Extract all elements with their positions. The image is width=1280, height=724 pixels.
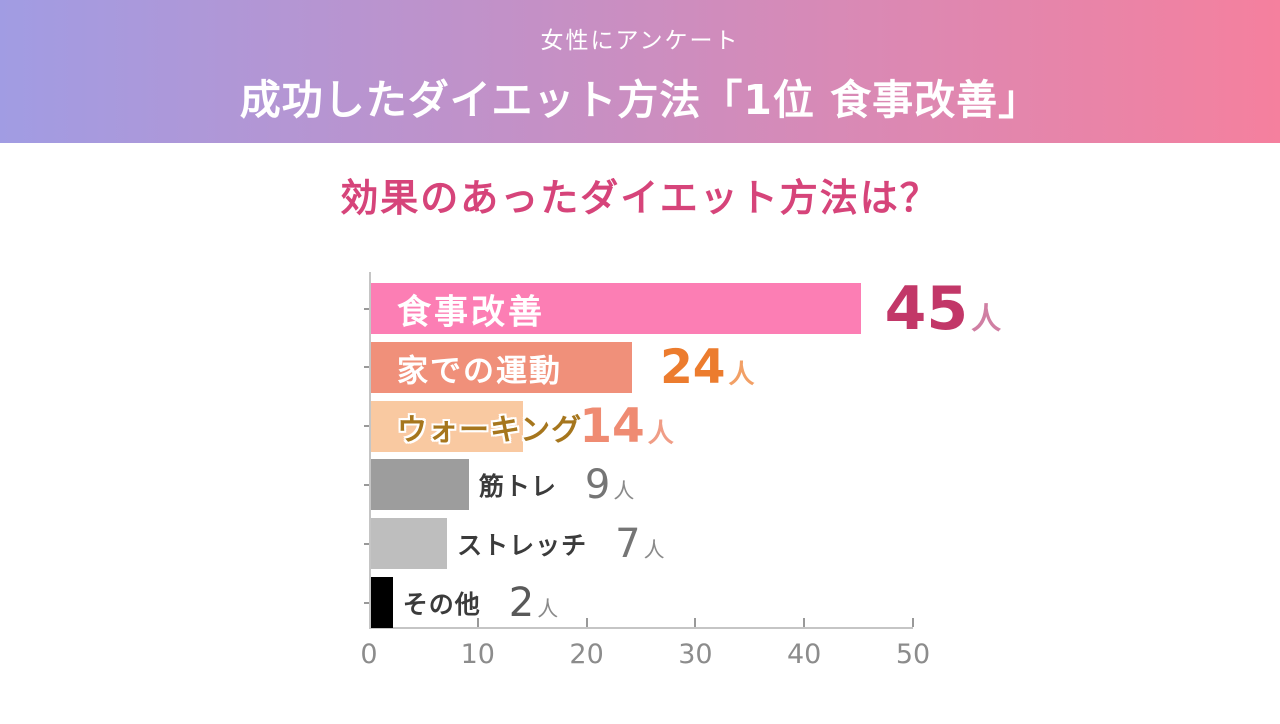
bar [371, 518, 448, 569]
value-number: 24 [660, 340, 726, 395]
y-axis-line [369, 272, 371, 629]
bar-row: 家での運動 24 人 [371, 340, 755, 395]
bar-label: ストレッチ [457, 530, 588, 560]
bar-label: その他 [402, 589, 481, 619]
x-axis-tick [912, 618, 914, 627]
value-number: 7 [615, 520, 641, 567]
x-axis-tick-label: 40 [787, 639, 822, 670]
value-number: 14 [579, 399, 645, 454]
bar [371, 342, 633, 393]
value-unit: 人 [647, 419, 674, 449]
y-category-tick [364, 601, 369, 604]
x-axis-tick [585, 618, 588, 627]
header-subtitle: 女性にアンケート [540, 28, 740, 54]
header-title: 成功したダイエット方法「1位 食事改善」 [239, 76, 1041, 124]
value-unit: 人 [971, 301, 1002, 337]
bar-row: 食事改善 45 人 [371, 274, 1001, 344]
y-category-tick [364, 542, 369, 545]
bar-label: 筋トレ [478, 471, 557, 501]
chart-title: 効果のあったダイエット方法は？ [340, 176, 940, 220]
bar-label: 食事改善 [397, 292, 545, 332]
bar [371, 401, 524, 452]
x-axis-tick [694, 618, 697, 627]
value-unit: 人 [728, 360, 755, 390]
x-axis-tick-label: 30 [678, 639, 713, 670]
bar-value: 24 人 [660, 340, 754, 395]
bar-label: 家での運動 [397, 353, 562, 389]
x-axis-tick-label: 0 [360, 639, 378, 670]
y-category-tick [364, 366, 369, 369]
bar-value: 45 人 [885, 274, 1002, 344]
x-axis-line [369, 627, 913, 629]
x-axis-tick [803, 618, 806, 627]
y-category-tick [364, 483, 369, 486]
y-category-tick [364, 425, 369, 428]
y-category-tick [364, 307, 369, 310]
bar [371, 459, 469, 510]
value-unit: 人 [537, 596, 559, 621]
x-axis-tick-label: 20 [569, 639, 604, 670]
value-number: 2 [508, 579, 535, 626]
value-unit: 人 [613, 478, 635, 503]
bar-label: ウォーキング [397, 412, 583, 448]
value-unit: 人 [643, 537, 665, 562]
x-axis-tick [476, 618, 479, 627]
x-axis-tick-label: 50 [895, 639, 931, 670]
value-number: 9 [584, 461, 611, 508]
bar-row: ウォーキング 14 人 [371, 399, 674, 454]
value-number: 45 [884, 273, 969, 344]
header-banner: 女性にアンケート 成功したダイエット方法「1位 食事改善」 [0, 0, 1280, 143]
bar [371, 577, 393, 628]
bar [371, 283, 861, 334]
x-axis-tick-label: 10 [460, 639, 495, 670]
bar-value: 14 人 [579, 399, 673, 454]
